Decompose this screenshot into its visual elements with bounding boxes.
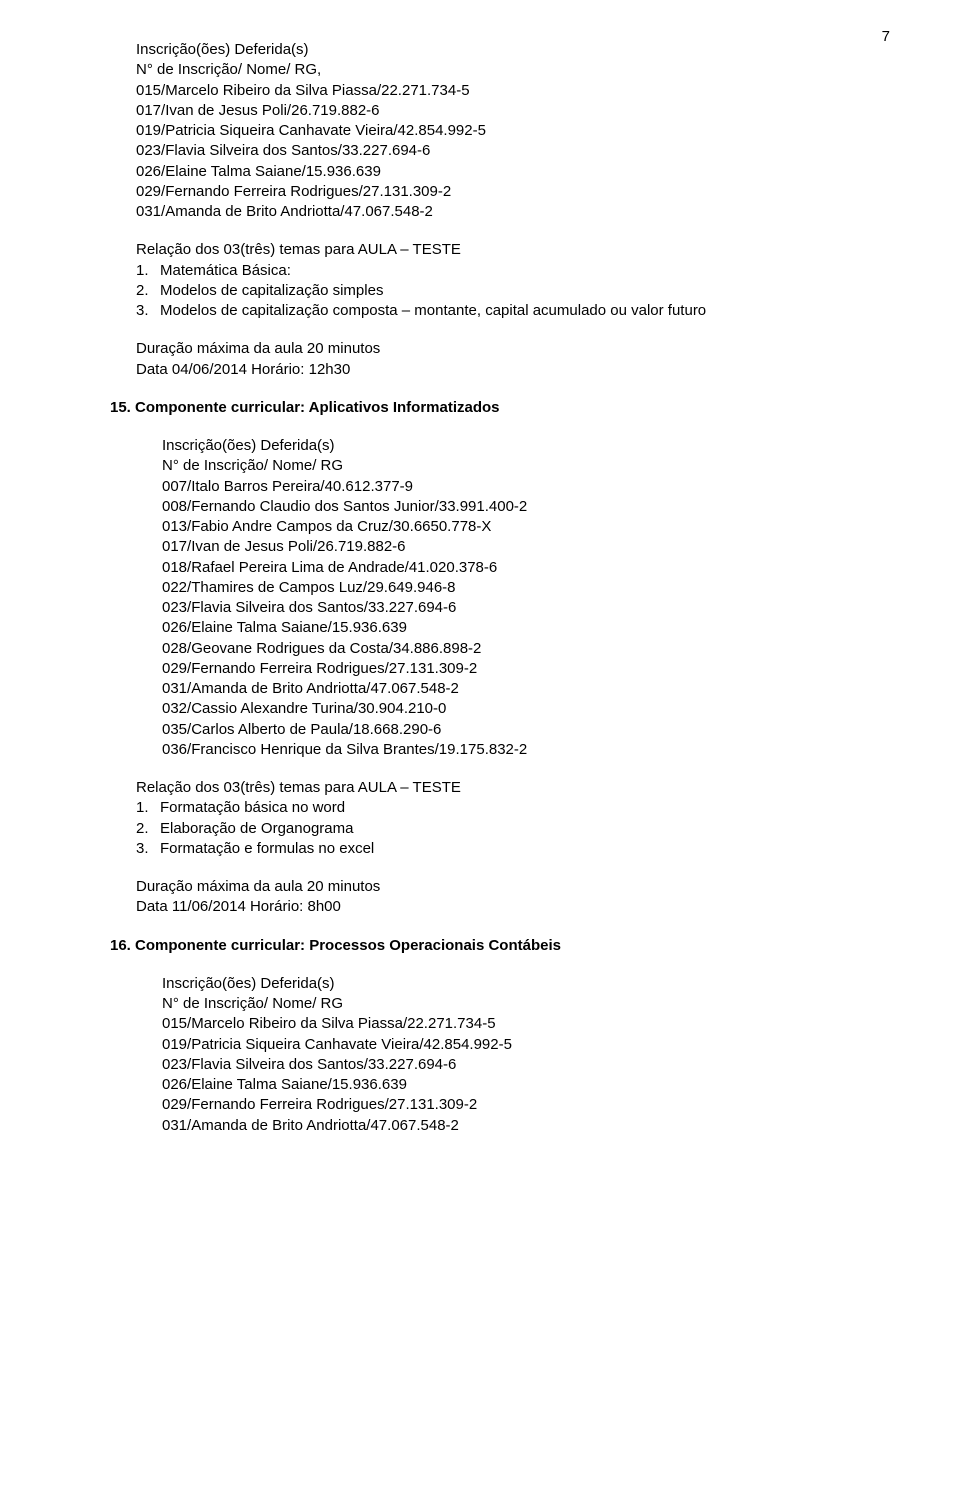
section14-candidates-block: Inscrição(ões) Deferida(s) N° de Inscriç…: [136, 40, 870, 222]
section14-temas-block: Relação dos 03(três) temas para AULA – T…: [136, 240, 870, 321]
tema-text: Formatação básica no word: [160, 798, 870, 818]
tema-text: Matemática Básica:: [160, 261, 870, 281]
tema-row: 3. Modelos de capitalização composta – m…: [136, 301, 870, 321]
tema-num: 1.: [136, 261, 160, 281]
numero-header: N° de Inscrição/ Nome/ RG: [162, 456, 870, 476]
duracao-line: Duração máxima da aula 20 minutos: [136, 339, 870, 359]
candidate-row: 022/Thamires de Campos Luz/29.649.946-8: [162, 578, 870, 598]
candidate-row: 028/Geovane Rodrigues da Costa/34.886.89…: [162, 639, 870, 659]
tema-text: Modelos de capitalização simples: [160, 281, 870, 301]
inscricoes-header: Inscrição(ões) Deferida(s): [162, 974, 870, 994]
inscricoes-header: Inscrição(ões) Deferida(s): [162, 436, 870, 456]
candidate-row: 023/Flavia Silveira dos Santos/33.227.69…: [162, 598, 870, 618]
candidate-row: 031/Amanda de Brito Andriotta/47.067.548…: [162, 1116, 870, 1136]
tema-num: 1.: [136, 798, 160, 818]
section15-title-block: 15. Componente curricular: Aplicativos I…: [110, 398, 870, 418]
candidate-row: 013/Fabio Andre Campos da Cruz/30.6650.7…: [162, 517, 870, 537]
numero-header: N° de Inscrição/ Nome/ RG: [162, 994, 870, 1014]
candidate-row: 036/Francisco Henrique da Silva Brantes/…: [162, 740, 870, 760]
candidate-row: 031/Amanda de Brito Andriotta/47.067.548…: [136, 202, 870, 222]
page-number: 7: [882, 28, 890, 45]
numero-header: N° de Inscrição/ Nome/ RG,: [136, 60, 870, 80]
candidate-row: 035/Carlos Alberto de Paula/18.668.290-6: [162, 720, 870, 740]
inscricoes-header: Inscrição(ões) Deferida(s): [136, 40, 870, 60]
tema-num: 2.: [136, 819, 160, 839]
candidate-row: 032/Cassio Alexandre Turina/30.904.210-0: [162, 699, 870, 719]
data-horario-line: Data 04/06/2014 Horário: 12h30: [136, 360, 870, 380]
candidate-row: 023/Flavia Silveira dos Santos/33.227.69…: [162, 1055, 870, 1075]
tema-text: Formatação e formulas no excel: [160, 839, 870, 859]
tema-num: 2.: [136, 281, 160, 301]
section-title: 15. Componente curricular: Aplicativos I…: [110, 398, 870, 418]
candidate-row: 017/Ivan de Jesus Poli/26.719.882-6: [162, 537, 870, 557]
candidate-row: 015/Marcelo Ribeiro da Silva Piassa/22.2…: [136, 81, 870, 101]
tema-text: Elaboração de Organograma: [160, 819, 870, 839]
tema-row: 2. Elaboração de Organograma: [136, 819, 870, 839]
candidate-row: 029/Fernando Ferreira Rodrigues/27.131.3…: [136, 182, 870, 202]
candidate-row: 007/Italo Barros Pereira/40.612.377-9: [162, 477, 870, 497]
tema-row: 1. Matemática Básica:: [136, 261, 870, 281]
candidate-row: 018/Rafael Pereira Lima de Andrade/41.02…: [162, 558, 870, 578]
section16-candidates-block: Inscrição(ões) Deferida(s) N° de Inscriç…: [162, 974, 870, 1136]
candidate-row: 031/Amanda de Brito Andriotta/47.067.548…: [162, 679, 870, 699]
candidate-row: 023/Flavia Silveira dos Santos/33.227.69…: [136, 141, 870, 161]
candidate-row: 029/Fernando Ferreira Rodrigues/27.131.3…: [162, 659, 870, 679]
candidate-row: 017/Ivan de Jesus Poli/26.719.882-6: [136, 101, 870, 121]
tema-row: 2. Modelos de capitalização simples: [136, 281, 870, 301]
candidate-row: 026/Elaine Talma Saiane/15.936.639: [136, 162, 870, 182]
document-page: 7 Inscrição(ões) Deferida(s) N° de Inscr…: [0, 0, 960, 1499]
candidate-row: 015/Marcelo Ribeiro da Silva Piassa/22.2…: [162, 1014, 870, 1034]
section15-temas-block: Relação dos 03(três) temas para AULA – T…: [136, 778, 870, 859]
candidate-row: 019/Patricia Siqueira Canhavate Vieira/4…: [136, 121, 870, 141]
tema-num: 3.: [136, 301, 160, 321]
section16-title-block: 16. Componente curricular: Processos Ope…: [110, 936, 870, 956]
relacao-header: Relação dos 03(três) temas para AULA – T…: [136, 240, 870, 260]
candidate-row: 026/Elaine Talma Saiane/15.936.639: [162, 1075, 870, 1095]
tema-row: 1. Formatação básica no word: [136, 798, 870, 818]
tema-row: 3. Formatação e formulas no excel: [136, 839, 870, 859]
candidate-row: 019/Patricia Siqueira Canhavate Vieira/4…: [162, 1035, 870, 1055]
section15-duracao-block: Duração máxima da aula 20 minutos Data 1…: [136, 877, 870, 918]
candidate-row: 029/Fernando Ferreira Rodrigues/27.131.3…: [162, 1095, 870, 1115]
candidate-row: 008/Fernando Claudio dos Santos Junior/3…: [162, 497, 870, 517]
section-title: 16. Componente curricular: Processos Ope…: [110, 936, 870, 956]
tema-num: 3.: [136, 839, 160, 859]
section15-candidates-block: Inscrição(ões) Deferida(s) N° de Inscriç…: [162, 436, 870, 760]
relacao-header: Relação dos 03(três) temas para AULA – T…: [136, 778, 870, 798]
candidate-row: 026/Elaine Talma Saiane/15.936.639: [162, 618, 870, 638]
duracao-line: Duração máxima da aula 20 minutos: [136, 877, 870, 897]
tema-text: Modelos de capitalização composta – mont…: [160, 301, 870, 321]
data-horario-line: Data 11/06/2014 Horário: 8h00: [136, 897, 870, 917]
section14-duracao-block: Duração máxima da aula 20 minutos Data 0…: [136, 339, 870, 380]
